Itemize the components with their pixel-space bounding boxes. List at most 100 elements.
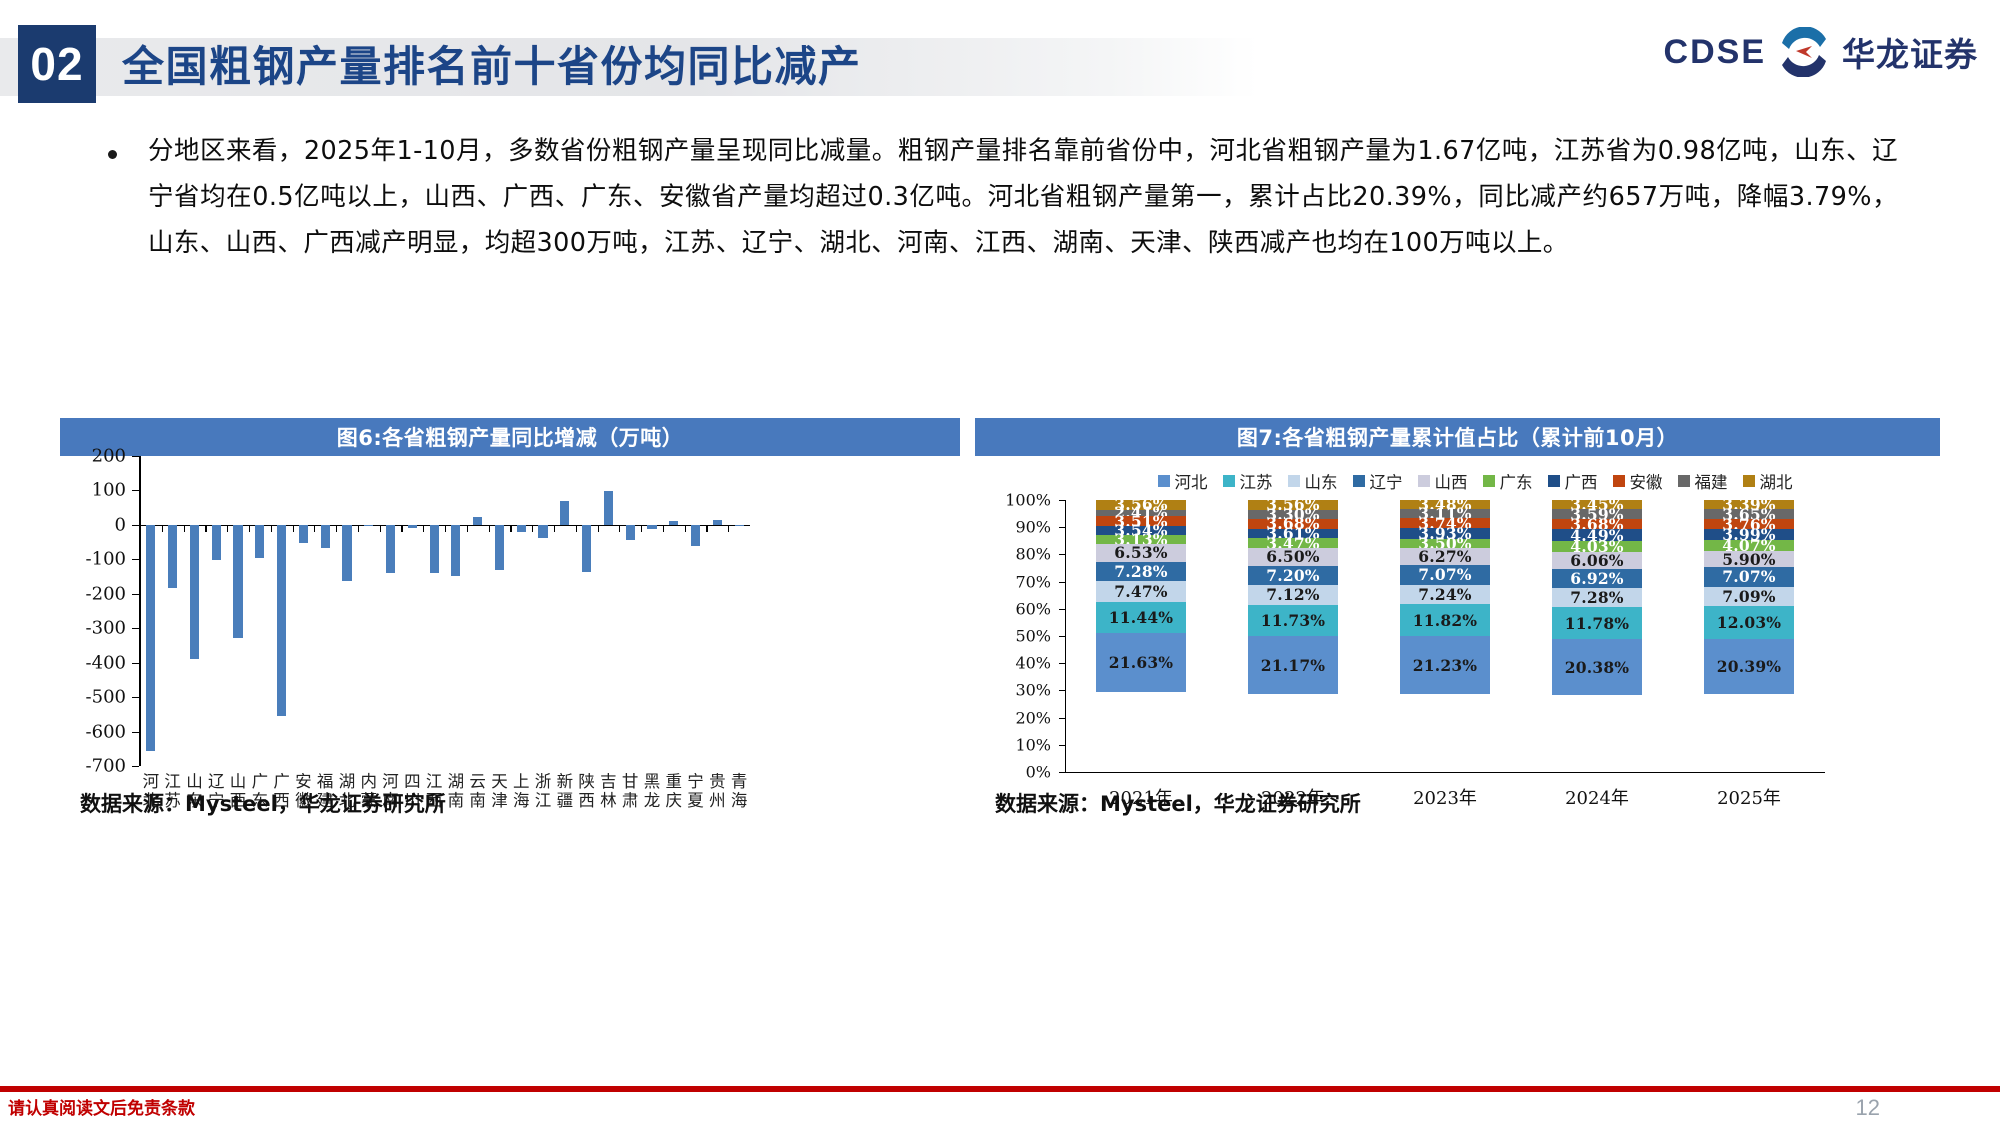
figure7-segment-label: 3.54% (1114, 521, 1168, 541)
figure6-y-tick (132, 524, 139, 526)
figure7-bar-segment: 3.68% (1248, 514, 1338, 533)
figure7-segment-label: 11.73% (1260, 610, 1326, 630)
figure7-legend-item[interactable]: 福建 (1677, 469, 1728, 493)
figure7-segment-label: 7.12% (1266, 585, 1320, 605)
figure6-x-tick-label: 福建 (316, 772, 334, 810)
figure7-legend-item[interactable]: 安徽 (1612, 469, 1663, 493)
figure7-segment-label: 4.03% (1570, 537, 1624, 557)
figure6-x-tick (706, 524, 708, 532)
figure6-bar (538, 524, 548, 538)
figure6-x-tick-label: 吉林 (600, 772, 617, 810)
figure7-x-axis-categories: 2021年 2022年 2023年 2024年 2025年 (1065, 778, 1825, 809)
figure7-segment-label: 21.63% (1108, 652, 1174, 672)
figure7-legend-swatch (1547, 475, 1560, 487)
figure7-legend-label: 山西 (1434, 473, 1468, 492)
brand-cn-text: 华龙证券 (1842, 35, 1978, 74)
figure7-legend-item[interactable]: 广西 (1547, 469, 1598, 493)
figure6-bar (342, 524, 352, 582)
figure6-x-tick (140, 524, 142, 532)
figure6-x-tick (183, 524, 185, 532)
brand-emblem-icon (1776, 26, 1832, 78)
figure7-bar-segment: 4.49% (1552, 526, 1642, 545)
figure6-y-tick (132, 456, 139, 457)
figure6-bar (473, 517, 483, 525)
figure7-y-tick (1059, 500, 1065, 501)
figure7-legend-item[interactable]: 江苏 (1222, 469, 1273, 493)
figure6-title: 图6:各省粗钢产量同比增减（万吨） (60, 418, 960, 456)
figure6-x-tick-label: 重庆 (665, 772, 683, 810)
figure6-bar (625, 524, 635, 540)
figure7-bar-segment: 21.17% (1248, 636, 1338, 694)
footer-disclaimer: 请认真阅读文后免责条款 (8, 1099, 195, 1119)
figure6-x-tick (423, 524, 425, 532)
figure6-bar (298, 524, 308, 543)
section-number: 02 (30, 38, 84, 90)
figure7-legend-swatch (1352, 475, 1365, 487)
figure7-bar-segment: 3.59% (1552, 505, 1642, 524)
figure7-legend-item[interactable]: 辽宁 (1352, 469, 1403, 493)
figure7-segment-label: 3.74% (1418, 513, 1472, 533)
figure7-x-tick-label: 2022年 (1261, 788, 1325, 809)
figure6-bar (320, 524, 330, 549)
figure6-x-tick (205, 524, 207, 532)
figure7-body: 河北 江苏 山东 辽宁 山西 广东 广西 安徽 福建 湖北 0% 10% 20% 30% 40% 50% 60… (975, 456, 1940, 826)
header-band (0, 38, 1258, 96)
figure7-bar-segment: 7.24% (1400, 584, 1490, 605)
figure6-y-tick-label: -500 (85, 686, 126, 708)
figure7-bar-segment: 7.09% (1704, 586, 1794, 606)
figure6-x-tick-label: 辽宁 (208, 772, 225, 810)
figure6-y-tick-label: 100 (91, 479, 126, 501)
figure6-bar (429, 524, 439, 573)
figure7-x-tick-label: 2023年 (1413, 788, 1477, 809)
figure7-segment-label: 3.76% (1722, 514, 1776, 534)
figure7-legend-item[interactable]: 广东 (1482, 469, 1533, 493)
figure6-bar (255, 524, 265, 559)
figure6-chart: 200 100 0 -100 -200 -300 -400 -500 -600 -700 河北江苏… (60, 446, 960, 826)
figure6-bar (233, 524, 243, 638)
figure6-bar (669, 520, 679, 525)
figure6-x-tick-label: 内蒙 (360, 772, 378, 810)
figure7-segment-label: 5.90% (1722, 549, 1776, 569)
figure7-legend-swatch (1742, 475, 1755, 487)
figure6-x-tick-label: 广东 (251, 772, 269, 810)
page-title: 全国粗钢产量排名前十省份均同比减产 (122, 42, 862, 91)
figure7-bar-segment: 6.27% (1400, 547, 1490, 566)
figure6-y-tick (132, 490, 139, 492)
figure7-y-tick-label: 90% (1015, 517, 1051, 537)
figure7-segment-label: 6.50% (1266, 547, 1320, 567)
figure7-legend-swatch (1677, 475, 1690, 487)
figure7-stacked-bar: 3.56% 3.30% 3.68% 3.61% 3.47% 6.50% 7.20% 7.12%… (1248, 495, 1338, 772)
figure7-y-tick-label: 0% (1025, 762, 1051, 782)
figure7-legend-item[interactable]: 河北 (1157, 469, 1208, 493)
figure7-legend-item[interactable]: 山西 (1417, 469, 1468, 493)
figure6-y-tick-label: 200 (91, 445, 126, 467)
figure7-legend-item[interactable]: 湖北 (1742, 469, 1793, 493)
figure6-x-tick-label: 青海 (730, 772, 748, 810)
figure6-x-tick (684, 524, 686, 532)
figure7-segment-label: 3.61% (1266, 524, 1320, 544)
figure6-panel: 图6:各省粗钢产量同比增减（万吨） 200 100 0 -100 -200 -300 -40… (60, 418, 960, 826)
figure6-y-tick-label: -300 (85, 617, 126, 639)
figure6-x-tick (227, 524, 229, 532)
figure7-y-tick-label: 30% (1015, 680, 1051, 700)
figure6-x-tick (510, 524, 512, 532)
figure7-x-tick-label: 2025年 (1717, 788, 1781, 809)
figure7-bar-segment: 7.07% (1704, 567, 1794, 587)
figure7-bar-segment: 20.38% (1552, 639, 1642, 695)
figure6-bar (712, 520, 722, 525)
figure6-x-tick (161, 524, 163, 532)
figure7-y-axis-line (1065, 500, 1067, 772)
figure6-x-tick (336, 524, 338, 532)
figure7-legend-label: 河北 (1174, 473, 1208, 492)
figure6-y-tick (132, 731, 139, 733)
figure7-y-tick (1059, 554, 1065, 556)
figure7-legend-label: 湖北 (1759, 473, 1793, 492)
bullet-icon (108, 150, 117, 159)
figure7-y-tick (1059, 581, 1065, 583)
figure7-legend-swatch (1222, 475, 1235, 487)
figure7-segment-label: 6.53% (1114, 543, 1168, 563)
figure6-bar (734, 524, 744, 526)
figure7-legend-item[interactable]: 山东 (1287, 469, 1338, 493)
figure7-segment-label: 11.44% (1108, 607, 1174, 627)
figure7-y-tick-label: 40% (1015, 653, 1051, 673)
